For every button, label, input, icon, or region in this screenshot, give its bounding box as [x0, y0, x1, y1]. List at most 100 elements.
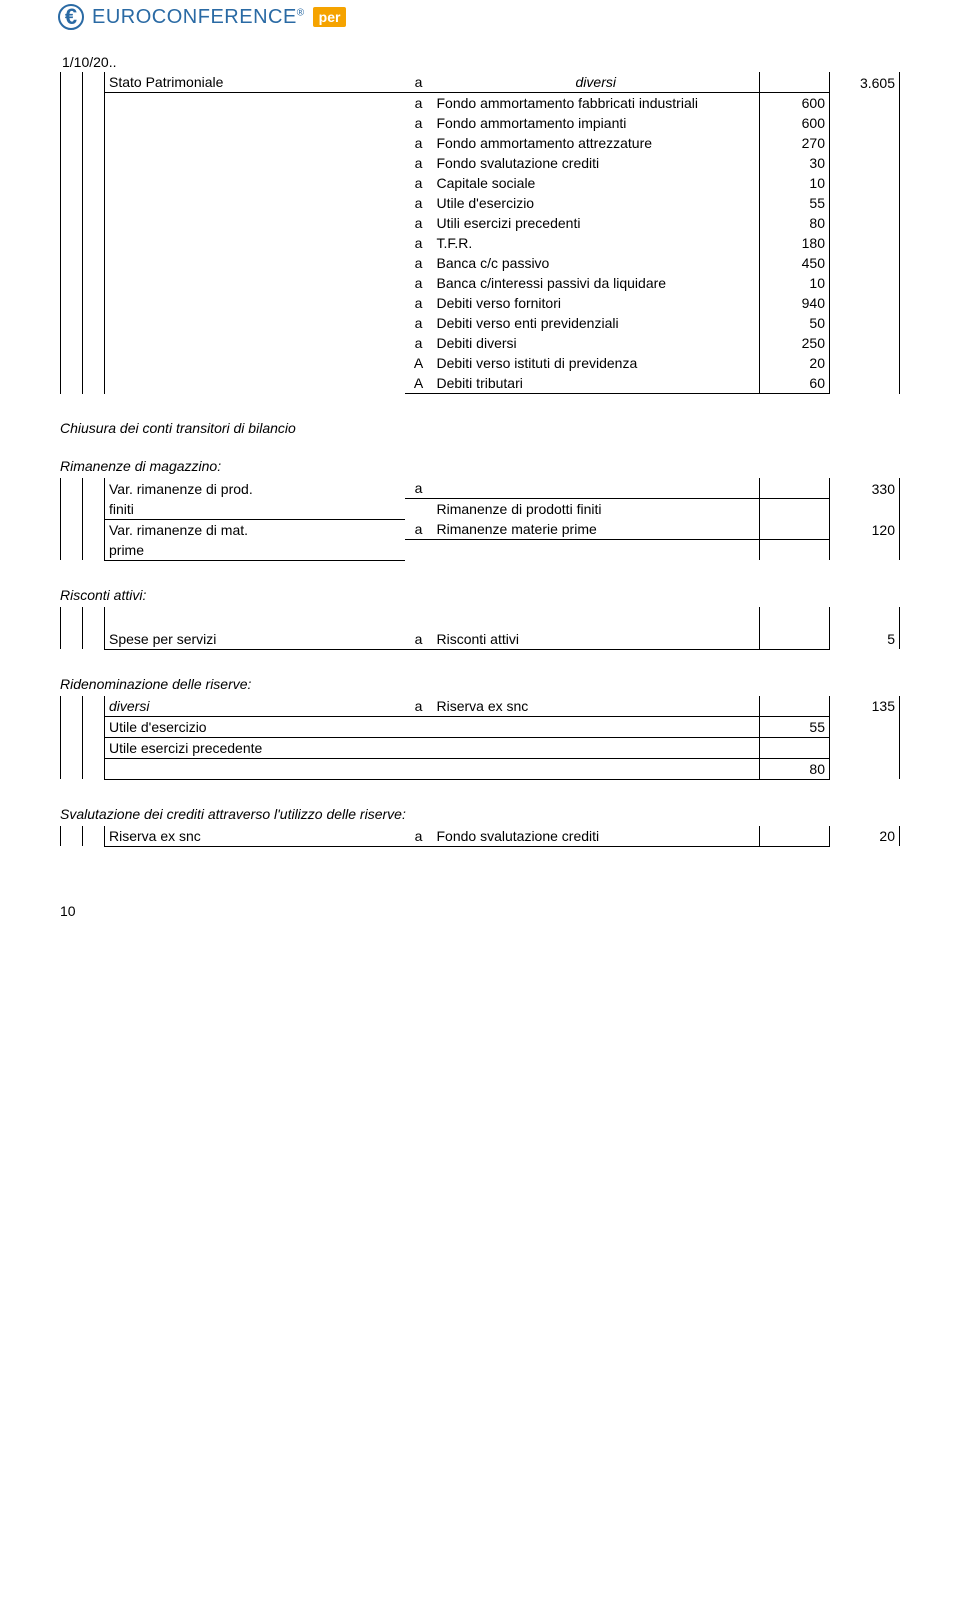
row-a: a: [405, 273, 433, 293]
row-account: Utili esercizi precedenti: [433, 213, 760, 233]
row-account-left: Var. rimanenze di prod.: [105, 478, 405, 499]
row-total: 20: [830, 826, 900, 847]
row-a: [405, 758, 433, 779]
row-a: [405, 716, 433, 737]
row-a: a: [405, 133, 433, 153]
row-total: 5: [830, 629, 900, 650]
row-account: Debiti verso istituti di previdenza: [433, 353, 760, 373]
ledger-row: aDebiti verso enti previdenziali50: [61, 313, 900, 333]
row-account-left: Spese per servizi: [105, 629, 405, 650]
ledger-row: 80: [61, 758, 900, 779]
row-amount: [760, 478, 830, 499]
ledger-row: aT.F.R.180: [61, 233, 900, 253]
ledger-row: aBanca c/interessi passivi da liquidare1…: [61, 273, 900, 293]
row-a: a: [405, 173, 433, 193]
row-account-right: Riserva ex snc: [433, 696, 760, 717]
row-a: a: [405, 293, 433, 313]
row-a: [405, 737, 433, 758]
ledger-row: aFondo svalutazione crediti30: [61, 153, 900, 173]
row-value: 450: [760, 253, 830, 273]
row-total: 330: [830, 478, 900, 499]
row-value: 60: [760, 373, 830, 394]
row-amount: [760, 696, 830, 717]
ledger-row: ADebiti tributari60: [61, 373, 900, 394]
row-account-right: Fondo svalutazione crediti: [433, 826, 760, 847]
section-heading: Ridenominazione delle riserve:: [60, 676, 900, 692]
row-account-right: [433, 716, 760, 737]
ledger-row: finiti Rimanenze di prodotti finiti: [61, 499, 900, 520]
main-ledger: Stato Patrimonialeadiversi3.605aFondo am…: [60, 72, 900, 394]
row-a: A: [405, 353, 433, 373]
row-account-left: Utile esercizi precedente: [105, 737, 405, 758]
row-a: A: [405, 373, 433, 394]
row-a: a: [405, 629, 433, 650]
row-account-left: finiti: [105, 499, 405, 520]
ledger-row: aBanca c/c passivo450: [61, 253, 900, 273]
section-ledger: diversiaRiserva ex snc135Utile d'eserciz…: [60, 696, 900, 780]
row-amount: [760, 519, 830, 540]
row-account-right: Rimanenze di prodotti finiti: [433, 499, 760, 520]
row-account: Fondo svalutazione crediti: [433, 153, 760, 173]
row-account: Debiti verso enti previdenziali: [433, 313, 760, 333]
row-account: Utile d'esercizio: [433, 193, 760, 213]
ledger-row: Utile esercizi precedente: [61, 737, 900, 758]
ledger-amount: [760, 72, 830, 93]
brand-header: € EUROCONFERENCE® per: [0, 0, 960, 44]
row-value: 250: [760, 333, 830, 353]
row-account: Fondo ammortamento impianti: [433, 113, 760, 133]
logo-text: EUROCONFERENCE®: [92, 6, 305, 29]
row-value: 55: [760, 193, 830, 213]
row-value: 600: [760, 93, 830, 114]
ledger-row: aFondo ammortamento attrezzature270: [61, 133, 900, 153]
row-a: a: [405, 213, 433, 233]
page-number: 10: [60, 873, 900, 929]
row-account-right: [433, 478, 760, 499]
logo-tag: per: [313, 7, 347, 27]
row-value: 10: [760, 273, 830, 293]
ledger-row: Riserva ex sncaFondo svalutazione credit…: [61, 826, 900, 847]
row-account: Banca c/c passivo: [433, 253, 760, 273]
ledger-row: ADebiti verso istituti di previdenza20: [61, 353, 900, 373]
row-value: 50: [760, 313, 830, 333]
row-amount: [760, 737, 830, 758]
ledger-row: Var. rimanenze di prod.a 330: [61, 478, 900, 499]
section-ledger: Riserva ex sncaFondo svalutazione credit…: [60, 826, 900, 847]
row-amount: 80: [760, 758, 830, 779]
row-account: Debiti verso fornitori: [433, 293, 760, 313]
ledger-total: 3.605: [830, 72, 900, 93]
row-amount: [760, 629, 830, 650]
row-value: 180: [760, 233, 830, 253]
ledger-account: Stato Patrimoniale: [105, 72, 405, 93]
closure-heading: Chiusura dei conti transitori di bilanci…: [60, 420, 900, 436]
row-a: a: [405, 478, 433, 499]
section-heading: Risconti attivi:: [60, 587, 900, 603]
ledger-row: Var. rimanenze di mat.aRimanenze materie…: [61, 519, 900, 540]
section-ledger: Spese per serviziaRisconti attivi 5: [60, 607, 900, 650]
row-a: a: [405, 519, 433, 540]
ledger-row: Spese per serviziaRisconti attivi 5: [61, 629, 900, 650]
row-total: [830, 737, 900, 758]
ledger-row: aFondo ammortamento fabbricati industria…: [61, 93, 900, 114]
row-account-right: [433, 737, 760, 758]
row-account-left: prime: [105, 540, 405, 561]
ledger-row: aCapitale sociale10: [61, 173, 900, 193]
row-value: 600: [760, 113, 830, 133]
row-account-right: [433, 540, 760, 561]
row-a: a: [405, 153, 433, 173]
row-account-left: Riserva ex snc: [105, 826, 405, 847]
row-value: 940: [760, 293, 830, 313]
row-amount: [760, 826, 830, 847]
row-account: T.F.R.: [433, 233, 760, 253]
ledger-row: diversiaRiserva ex snc135: [61, 696, 900, 717]
logo-icon: €: [58, 4, 84, 30]
row-value: 20: [760, 353, 830, 373]
row-a: a: [405, 253, 433, 273]
row-account: Banca c/interessi passivi da liquidare: [433, 273, 760, 293]
row-account: Debiti diversi: [433, 333, 760, 353]
row-account-left: Var. rimanenze di mat.: [105, 519, 405, 540]
ledger-row: aDebiti diversi250: [61, 333, 900, 353]
row-a: a: [405, 113, 433, 133]
row-total: 120: [830, 519, 900, 540]
row-account-right: Risconti attivi: [433, 629, 760, 650]
section-heading: Svalutazione dei crediti attraverso l'ut…: [60, 806, 900, 822]
